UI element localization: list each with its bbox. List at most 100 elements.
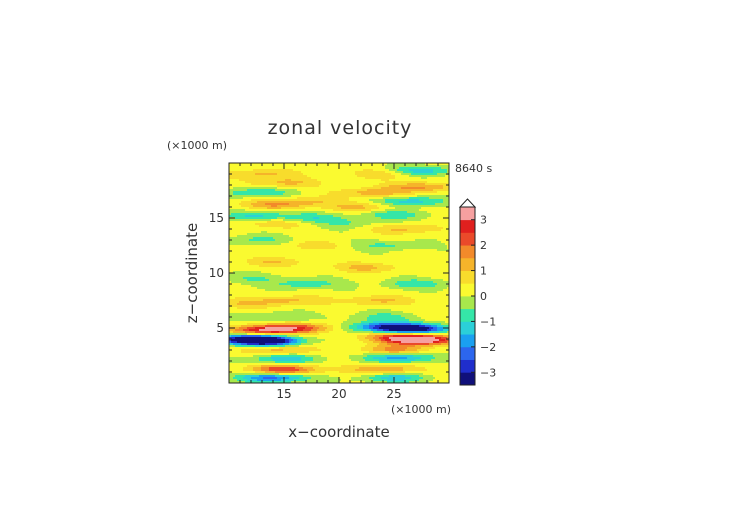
heatmap-cell	[403, 227, 406, 230]
heatmap-cell	[237, 227, 240, 230]
heatmap-cell	[293, 217, 296, 220]
heatmap-cell	[303, 203, 306, 206]
heatmap-cell	[397, 251, 400, 254]
heatmap-cell	[347, 217, 350, 220]
heatmap-cell	[431, 213, 434, 216]
heatmap-cell	[235, 249, 238, 252]
heatmap-cell	[267, 177, 270, 180]
heatmap-cell	[441, 191, 444, 194]
heatmap-cell	[387, 191, 390, 194]
heatmap-cell	[443, 179, 446, 182]
heatmap-cell	[423, 177, 426, 180]
heatmap-cell	[425, 227, 428, 230]
heatmap-cell	[237, 173, 240, 176]
heatmap-cell	[331, 243, 334, 246]
heatmap-cell	[311, 183, 314, 186]
heatmap-cell	[253, 165, 256, 168]
heatmap-cell	[297, 207, 300, 210]
heatmap-cell	[243, 165, 246, 168]
heatmap-cell	[265, 193, 268, 196]
heatmap-cell	[383, 213, 386, 216]
heatmap-cell	[233, 213, 236, 216]
heatmap-cell	[237, 185, 240, 188]
heatmap-cell	[429, 175, 432, 178]
heatmap-cell	[361, 247, 364, 250]
heatmap-cell	[403, 235, 406, 238]
heatmap-cell	[437, 213, 440, 216]
heatmap-cell	[321, 183, 324, 186]
heatmap-cell	[331, 233, 334, 236]
heatmap-cell	[405, 181, 408, 184]
heatmap-cell	[367, 183, 370, 186]
heatmap-cell	[409, 203, 412, 206]
heatmap-cell	[237, 239, 240, 242]
heatmap-cell	[239, 249, 242, 252]
heatmap-cell	[281, 203, 284, 206]
heatmap-cell	[231, 229, 234, 232]
heatmap-cell	[331, 235, 334, 238]
heatmap-cell	[229, 169, 232, 172]
heatmap-cell	[265, 231, 268, 234]
heatmap-cell	[309, 221, 312, 224]
heatmap-cell	[407, 167, 410, 170]
heatmap-cell	[245, 235, 248, 238]
heatmap-cell	[317, 173, 320, 176]
heatmap-cell	[423, 191, 426, 194]
heatmap-cell	[275, 229, 278, 232]
heatmap-cell	[251, 191, 254, 194]
heatmap-cell	[275, 213, 278, 216]
heatmap-cell	[335, 175, 338, 178]
heatmap-cell	[379, 209, 382, 212]
heatmap-cell	[349, 203, 352, 206]
heatmap-cell	[301, 169, 304, 172]
heatmap-cell	[431, 223, 434, 226]
heatmap-cell	[247, 225, 250, 228]
heatmap-cell	[395, 181, 398, 184]
heatmap-cell	[293, 165, 296, 168]
heatmap-cell	[409, 163, 412, 166]
heatmap-cell	[407, 215, 410, 218]
heatmap-cell	[335, 235, 338, 238]
heatmap-cell	[419, 199, 422, 202]
heatmap-cell	[273, 171, 276, 174]
heatmap-cell	[341, 169, 344, 172]
heatmap-cell	[431, 227, 434, 230]
heatmap-cell	[247, 237, 250, 240]
heatmap-cell	[447, 247, 449, 250]
heatmap-cell	[231, 181, 234, 184]
heatmap-cell	[365, 175, 368, 178]
heatmap-cell	[269, 209, 272, 212]
heatmap-cell	[291, 221, 294, 224]
heatmap-cell	[327, 229, 330, 232]
heatmap-cell	[311, 191, 314, 194]
heatmap-cell	[395, 205, 398, 208]
heatmap-cell	[435, 227, 438, 230]
heatmap-cell	[301, 217, 304, 220]
heatmap-cell	[237, 171, 240, 174]
heatmap-cell	[307, 243, 310, 246]
heatmap-cell	[399, 169, 402, 172]
heatmap-cell	[283, 219, 286, 222]
heatmap-cell	[439, 213, 442, 216]
heatmap-cell	[421, 217, 424, 220]
heatmap-cell	[441, 163, 444, 166]
heatmap-cell	[285, 221, 288, 224]
heatmap-cell	[387, 223, 390, 226]
heatmap-cell	[267, 211, 270, 214]
heatmap-cell	[375, 209, 378, 212]
heatmap-cell	[293, 189, 296, 192]
heatmap-cell	[245, 195, 248, 198]
heatmap-cell	[383, 169, 386, 172]
heatmap-cell	[415, 215, 418, 218]
heatmap-cell	[229, 189, 232, 192]
heatmap-cell	[249, 217, 252, 220]
heatmap-cell	[327, 225, 330, 228]
heatmap-cell	[379, 175, 382, 178]
heatmap-cell	[443, 191, 446, 194]
heatmap-cell	[359, 221, 362, 224]
heatmap-cell	[363, 183, 366, 186]
heatmap-cell	[305, 183, 308, 186]
heatmap-cell	[361, 165, 364, 168]
heatmap-cell	[281, 251, 284, 254]
heatmap-cell	[261, 221, 264, 224]
